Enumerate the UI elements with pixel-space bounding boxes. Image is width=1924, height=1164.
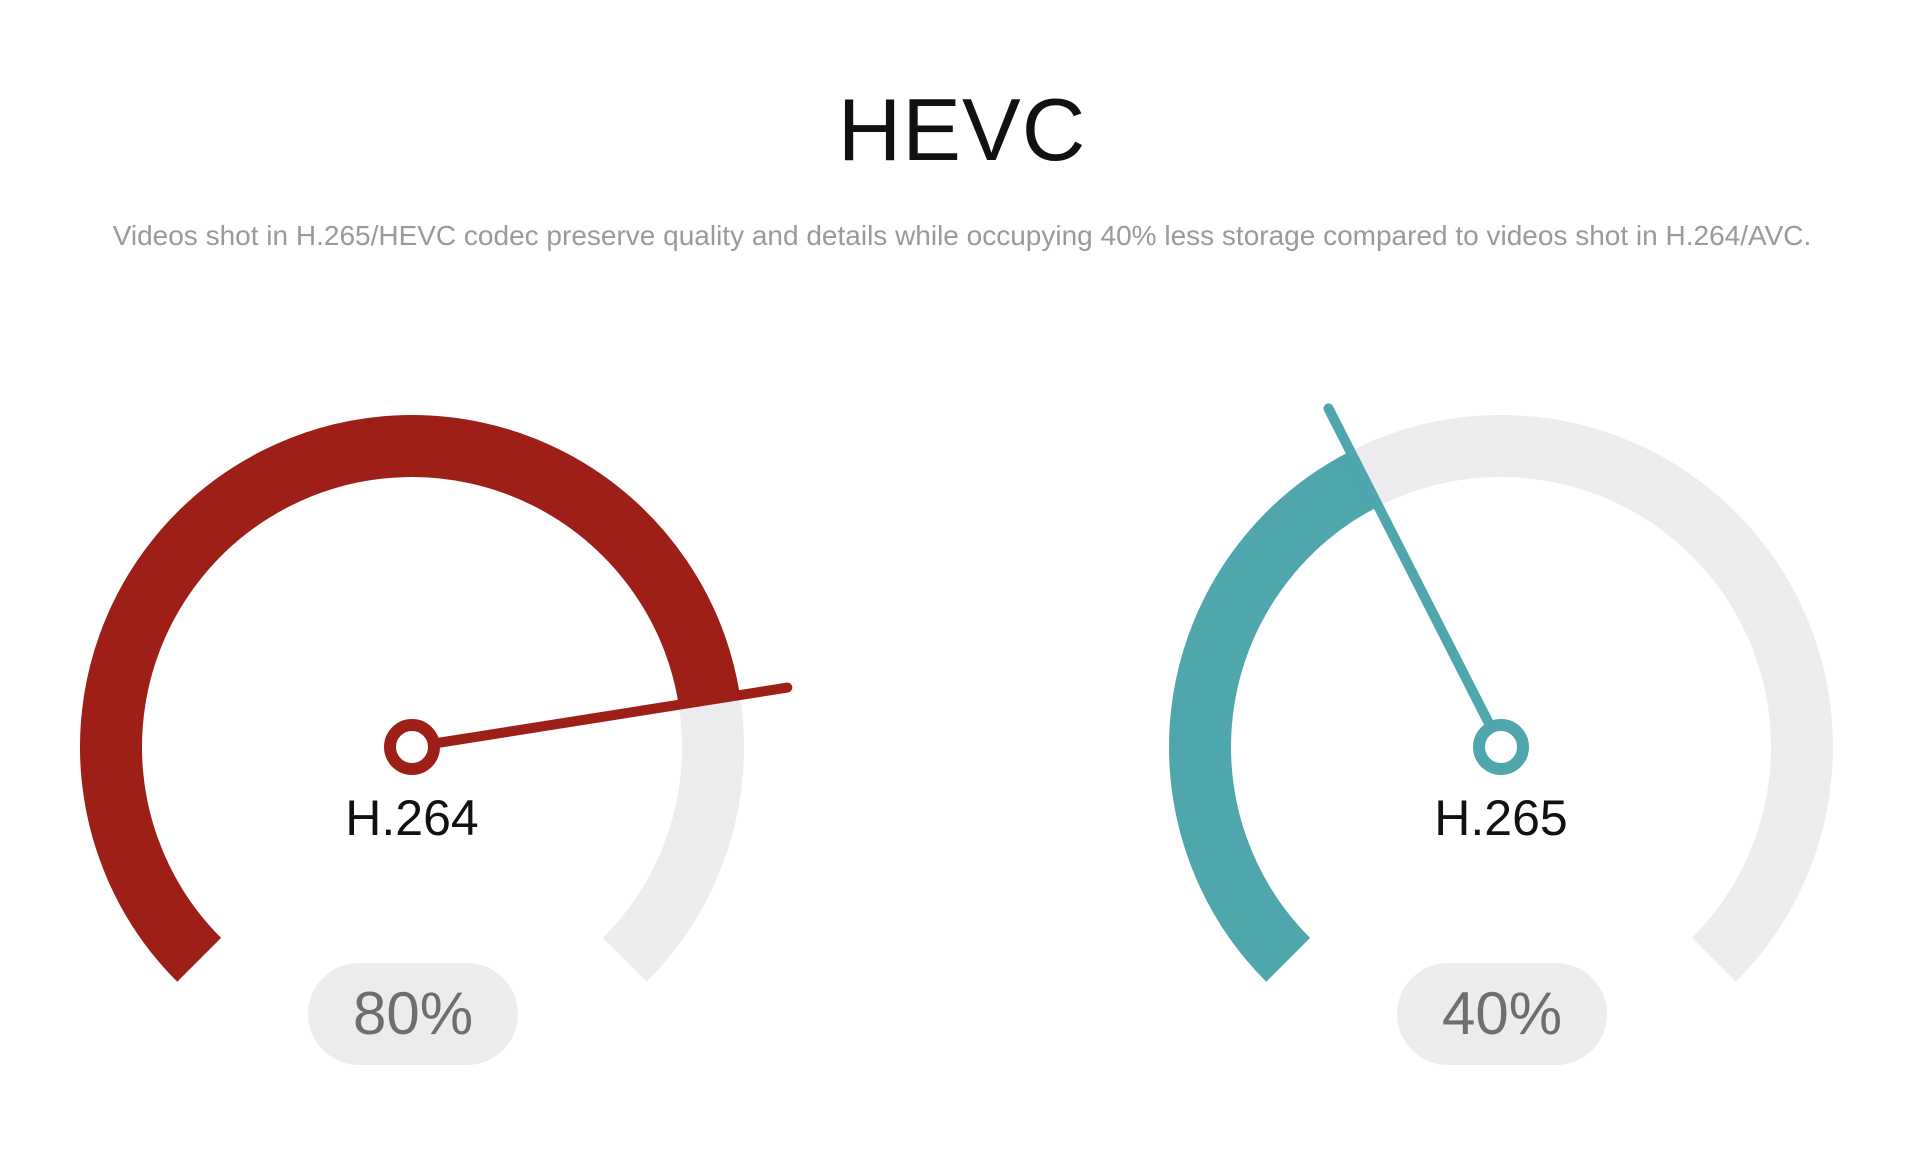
- gauge-h264-needle: [407, 682, 793, 752]
- gauge-h264-label: H.264: [345, 790, 479, 846]
- gauge-h264-graphic: [80, 415, 793, 982]
- gauge-h264-value-arc: [80, 415, 740, 982]
- gauge-h265-hub: [1473, 719, 1529, 775]
- gauge-h265-value-arc: [1169, 451, 1379, 982]
- page-subtitle: Videos shot in H.265/HEVC codec preserve…: [112, 220, 1812, 251]
- gauge-h264-hub: [384, 719, 440, 775]
- gauge-h265-label: H.265: [1434, 790, 1568, 846]
- gauge-h264-value-badge: 80%: [308, 963, 518, 1065]
- gauge-h264: H.264 80%: [62, 360, 793, 1100]
- gauge-h265-needle: [1323, 403, 1506, 752]
- page-title: HEVC: [837, 80, 1087, 179]
- gauge-h265: H.265 40%: [1151, 360, 1851, 1100]
- gauge-h265-value-badge: 40%: [1397, 963, 1607, 1065]
- gauge-h265-graphic: [1169, 403, 1833, 982]
